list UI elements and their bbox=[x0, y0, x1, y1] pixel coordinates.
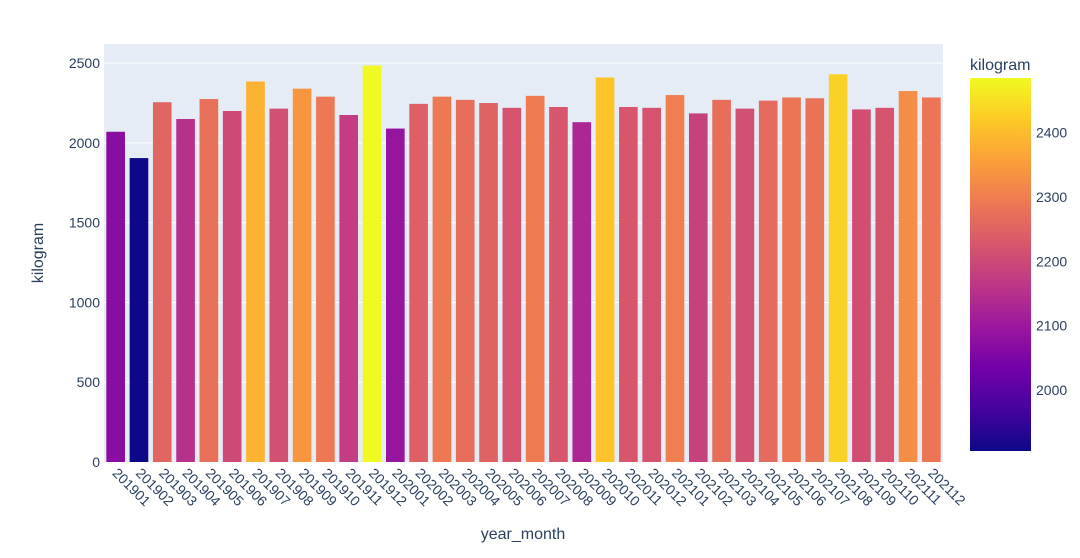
bar[interactable] bbox=[735, 108, 755, 462]
y-tick-label: 1000 bbox=[69, 294, 100, 310]
bar[interactable] bbox=[409, 103, 428, 462]
bar[interactable] bbox=[758, 100, 778, 463]
y-tick-label: 500 bbox=[77, 374, 101, 390]
bar[interactable] bbox=[432, 96, 452, 462]
bar[interactable] bbox=[572, 122, 592, 463]
bar[interactable] bbox=[455, 99, 475, 462]
bar[interactable] bbox=[129, 158, 149, 463]
colorbar-tick-label: 2100 bbox=[1036, 318, 1067, 334]
bar[interactable] bbox=[292, 88, 312, 462]
bar[interactable] bbox=[385, 128, 405, 462]
bar[interactable] bbox=[922, 97, 941, 462]
bar[interactable] bbox=[479, 103, 498, 463]
bar[interactable] bbox=[852, 109, 871, 462]
x-axis-title: year_month bbox=[481, 526, 566, 543]
y-tick-label: 0 bbox=[92, 454, 100, 470]
bar[interactable] bbox=[152, 102, 172, 463]
colorbar-ticks: 2000 2100 2200 2300 2400 bbox=[1036, 125, 1067, 398]
bar[interactable] bbox=[828, 74, 848, 462]
colorbar-tick-label: 2000 bbox=[1036, 382, 1067, 398]
colorbar-tick-label: 2300 bbox=[1036, 189, 1067, 205]
y-axis-ticks: 0 500 1000 1500 2000 2500 bbox=[69, 55, 100, 470]
bar[interactable] bbox=[222, 111, 242, 463]
y-tick-label: 2000 bbox=[69, 135, 100, 151]
bar[interactable] bbox=[106, 131, 125, 462]
colorbar-tick-label: 2400 bbox=[1036, 125, 1067, 141]
bars bbox=[106, 65, 941, 463]
colorbar-tick-label: 2200 bbox=[1036, 253, 1067, 269]
bar[interactable] bbox=[619, 107, 638, 463]
grid-lines bbox=[104, 62, 943, 383]
bar[interactable] bbox=[665, 95, 685, 462]
bar[interactable] bbox=[525, 95, 545, 463]
colorbar-title: kilogram bbox=[970, 57, 1030, 74]
y-tick-label: 1500 bbox=[69, 215, 100, 231]
bar[interactable] bbox=[688, 113, 708, 463]
bar[interactable] bbox=[782, 97, 801, 462]
bar[interactable] bbox=[712, 99, 731, 462]
colorbar bbox=[970, 78, 1031, 451]
y-tick-label: 2500 bbox=[69, 55, 100, 71]
bar[interactable] bbox=[339, 114, 359, 462]
bar[interactable] bbox=[502, 107, 522, 462]
bar[interactable] bbox=[642, 107, 662, 462]
y-axis-title: kilogram bbox=[30, 223, 47, 283]
bar[interactable] bbox=[595, 77, 615, 462]
bar[interactable] bbox=[176, 118, 195, 462]
plot-area bbox=[104, 44, 943, 462]
bar[interactable] bbox=[898, 91, 918, 463]
bar[interactable] bbox=[362, 65, 382, 462]
bar[interactable] bbox=[199, 99, 219, 462]
bar[interactable] bbox=[549, 107, 568, 463]
bar[interactable] bbox=[805, 98, 825, 463]
bar[interactable] bbox=[269, 108, 289, 462]
bar[interactable] bbox=[316, 96, 335, 462]
x-axis-ticks: 2019012019022019032019042019052019062019… bbox=[110, 465, 969, 509]
bar[interactable] bbox=[875, 107, 895, 462]
bar[interactable] bbox=[246, 81, 265, 462]
